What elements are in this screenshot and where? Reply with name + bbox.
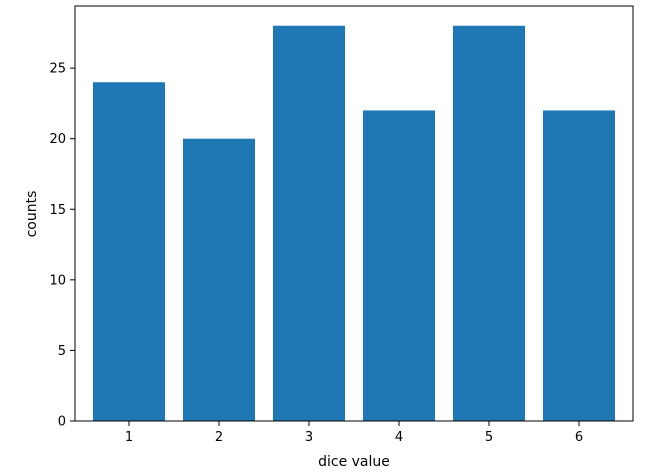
bar-5 — [453, 25, 525, 422]
bar-2 — [183, 138, 255, 421]
y-tick-label-5: 5 — [58, 344, 66, 359]
bar-6 — [543, 110, 615, 421]
y-tick-label-25: 25 — [49, 62, 66, 77]
y-tick-label-10: 10 — [49, 273, 66, 288]
bar-4 — [363, 110, 435, 421]
x-tick-label-1: 1 — [125, 430, 133, 445]
x-tick-label-6: 6 — [575, 430, 583, 445]
y-tick-label-0: 0 — [58, 415, 66, 430]
x-tick-label-2: 2 — [215, 430, 223, 445]
x-tick-label-3: 3 — [305, 430, 313, 445]
x-axis-label: dice value — [318, 454, 390, 470]
bar-3 — [273, 25, 345, 422]
y-axis-label: counts — [24, 191, 40, 238]
x-ticks-group: 1 2 3 4 5 6 — [125, 421, 583, 445]
plot-frame — [74, 5, 634, 422]
y-tick-label-20: 20 — [49, 132, 66, 147]
y-ticks-group: 0 5 10 15 20 25 — [49, 62, 75, 430]
x-tick-label-5: 5 — [485, 430, 493, 445]
bars-group — [93, 25, 615, 422]
plot-background — [75, 6, 633, 421]
x-tick-label-4: 4 — [395, 430, 403, 445]
bar-1 — [93, 82, 165, 421]
y-tick-label-15: 15 — [49, 203, 66, 218]
